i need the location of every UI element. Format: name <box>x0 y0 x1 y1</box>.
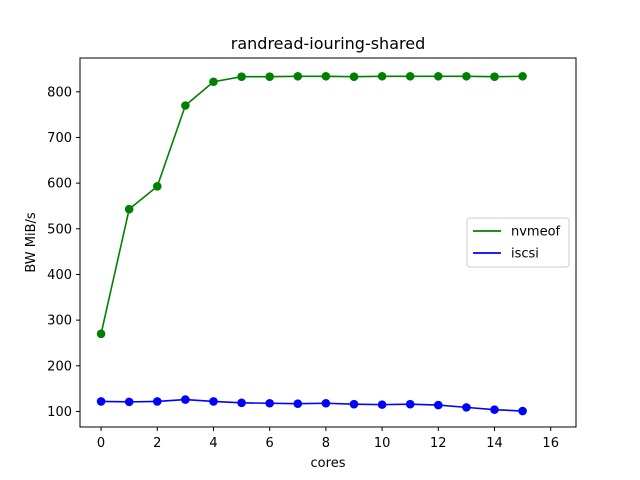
data-point-nvmeof <box>124 204 134 214</box>
legend-label-iscsi: iscsi <box>511 247 539 262</box>
data-point-iscsi <box>321 398 331 408</box>
data-point-nvmeof <box>265 72 274 82</box>
series-line-nvmeof <box>100 75 523 335</box>
data-point-iscsi <box>96 397 106 406</box>
data-point-iscsi <box>518 406 527 416</box>
x-axis: 0 2 4 6 8 10 12 14 16 <box>97 427 559 451</box>
y-tick-label: 300 <box>47 314 72 329</box>
plot-frame <box>79 57 577 428</box>
x-tick-label: 16 <box>542 436 559 451</box>
x-tick-label: 8 <box>322 436 330 451</box>
y-axis-title: BW MiB/s <box>24 212 39 273</box>
data-point-nvmeof <box>293 71 303 81</box>
data-point-nvmeof <box>349 72 359 82</box>
data-point-nvmeof <box>209 77 218 87</box>
plot-area <box>96 71 527 416</box>
chart-title: randread-iouring-shared <box>231 34 425 53</box>
x-axis-title: cores <box>311 456 346 471</box>
x-tick-label: 10 <box>374 436 391 451</box>
data-point-iscsi <box>265 398 274 408</box>
data-point-iscsi <box>237 398 246 408</box>
data-point-nvmeof <box>321 71 331 81</box>
y-tick-label: 400 <box>47 268 72 283</box>
data-point-nvmeof <box>377 71 387 81</box>
y-tick-label: 600 <box>47 177 72 192</box>
data-point-iscsi <box>152 397 162 406</box>
y-tick-label: 200 <box>47 359 72 374</box>
data-point-nvmeof <box>405 71 415 81</box>
data-point-iscsi <box>490 405 499 414</box>
x-tick-label: 0 <box>97 436 105 451</box>
data-point-iscsi <box>124 397 134 407</box>
legend-label-nvmeof: nvmeof <box>511 225 561 240</box>
x-tick-label: 14 <box>486 436 503 451</box>
x-tick-label: 4 <box>209 436 217 451</box>
x-tick-label: 2 <box>153 436 161 451</box>
data-point-nvmeof <box>462 71 471 81</box>
data-point-iscsi <box>434 400 443 410</box>
data-point-iscsi <box>181 395 190 404</box>
data-point-nvmeof <box>490 72 499 82</box>
data-point-iscsi <box>405 399 415 409</box>
data-point-iscsi <box>209 397 218 406</box>
y-tick-label: 700 <box>47 131 72 146</box>
x-tick-label: 12 <box>430 436 447 451</box>
data-point-nvmeof <box>434 71 443 81</box>
series-nvmeof <box>96 71 527 339</box>
series-line-iscsi <box>101 398 523 412</box>
data-point-nvmeof <box>181 101 190 110</box>
data-point-iscsi <box>293 399 303 409</box>
data-point-nvmeof <box>96 329 106 339</box>
y-tick-label: 800 <box>47 85 72 100</box>
data-point-iscsi <box>349 399 359 409</box>
data-point-nvmeof <box>518 71 527 81</box>
legend: nvmeof iscsi <box>466 217 570 268</box>
data-point-nvmeof <box>152 182 162 191</box>
y-tick-label: 100 <box>47 405 72 420</box>
data-point-iscsi <box>377 400 387 409</box>
data-point-nvmeof <box>237 72 246 82</box>
y-axis: 100 200 300 400 500 600 700 800 <box>47 85 80 420</box>
series-iscsi <box>96 395 527 416</box>
y-tick-label: 500 <box>47 222 72 237</box>
data-point-iscsi <box>462 403 471 412</box>
x-tick-label: 6 <box>266 436 274 451</box>
